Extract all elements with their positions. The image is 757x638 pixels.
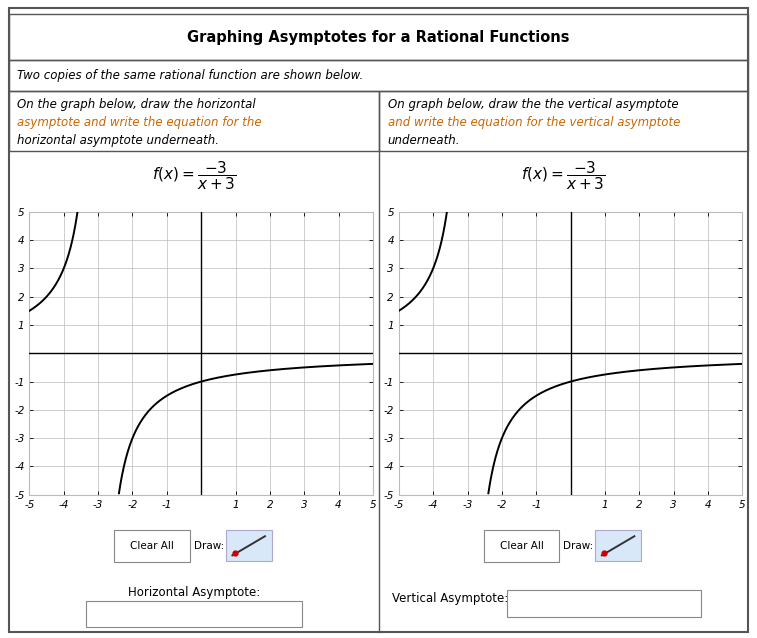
Text: Clear All: Clear All [130, 541, 174, 551]
Text: asymptote and write the equation for the: asymptote and write the equation for the [17, 116, 261, 129]
Bar [9, 60, 748, 91]
Bar [9, 14, 748, 60]
Bar [378, 91, 748, 151]
Text: $f(x) = \dfrac{-3}{x+3}$: $f(x) = \dfrac{-3}{x+3}$ [521, 160, 606, 192]
Text: On graph below, draw the the vertical asymptote: On graph below, draw the the vertical as… [388, 98, 678, 111]
FancyBboxPatch shape [595, 531, 641, 561]
Text: Two copies of the same rational function are shown below.: Two copies of the same rational function… [17, 69, 363, 82]
FancyBboxPatch shape [86, 600, 302, 627]
Text: Horizontal Asymptote:: Horizontal Asymptote: [128, 586, 260, 599]
Text: underneath.: underneath. [388, 134, 460, 147]
Text: Clear All: Clear All [500, 541, 544, 551]
Text: Draw:: Draw: [194, 541, 224, 551]
FancyBboxPatch shape [114, 530, 190, 562]
Text: Graphing Asymptotes for a Rational Functions: Graphing Asymptotes for a Rational Funct… [187, 29, 570, 45]
Text: Draw:: Draw: [563, 541, 593, 551]
FancyBboxPatch shape [507, 590, 701, 617]
FancyBboxPatch shape [226, 531, 272, 561]
Bar [9, 91, 378, 151]
Text: $f(x) = \dfrac{-3}{x+3}$: $f(x) = \dfrac{-3}{x+3}$ [151, 160, 236, 192]
Text: horizontal asymptote underneath.: horizontal asymptote underneath. [17, 134, 219, 147]
Text: and write the equation for the vertical asymptote: and write the equation for the vertical … [388, 116, 680, 129]
FancyBboxPatch shape [484, 530, 559, 562]
Text: On the graph below, draw the horizontal: On the graph below, draw the horizontal [17, 98, 255, 111]
Text: Vertical Asymptote:: Vertical Asymptote: [392, 593, 509, 605]
